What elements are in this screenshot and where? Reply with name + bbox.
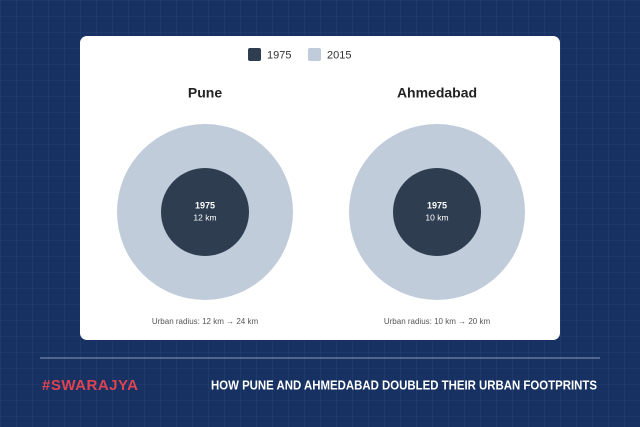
radius-circle [393,168,481,256]
legend-label: 1975 [267,49,291,61]
legend-label: 2015 [327,49,351,61]
legend-swatch [308,48,321,61]
panel-note: Urban radius: 12 km → 24 km [152,317,259,326]
panel-title: Ahmedabad [397,85,477,101]
brand: #SWARAJYA [42,377,138,394]
panel-title: Pune [188,85,222,101]
inner-year: 1975 [427,200,447,210]
panel-note: Urban radius: 10 km → 20 km [384,317,491,326]
inner-value: 12 km [193,212,216,222]
radius-circle [161,168,249,256]
inner-year: 1975 [195,200,215,210]
inner-value: 10 km [425,212,448,222]
headline: HOW PUNE AND AHMEDABAD DOUBLED THEIR URB… [211,377,597,392]
legend-swatch [248,48,261,61]
